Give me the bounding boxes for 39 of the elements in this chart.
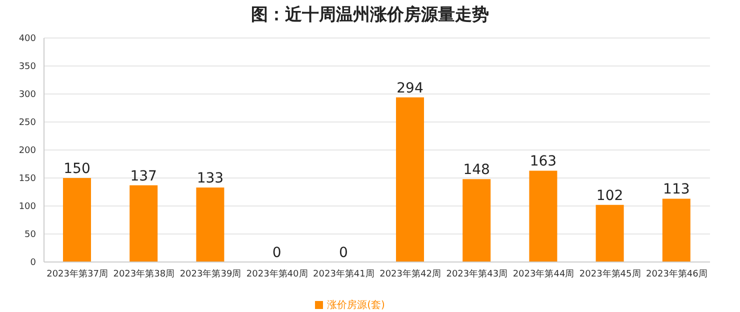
data-label: 0: [338, 245, 348, 261]
bar: [130, 185, 158, 262]
bar: [529, 170, 558, 262]
x-tick-label: 2023年第44周: [512, 268, 574, 280]
y-tick-label: 100: [18, 202, 36, 212]
data-label: 102: [596, 188, 624, 204]
bar: [396, 97, 424, 262]
bar: [662, 198, 690, 262]
y-tick-label: 50: [24, 230, 36, 240]
data-label: 137: [130, 168, 157, 184]
data-label: 148: [463, 162, 490, 178]
x-tick-label: 2023年第38周: [113, 268, 175, 280]
legend-label: 涨价房源(套): [327, 300, 385, 311]
bar: [462, 179, 491, 262]
x-tick-label: 2023年第39周: [180, 268, 242, 280]
x-tick-label: 2023年第41周: [313, 268, 374, 280]
bar: [196, 188, 224, 262]
x-tick-label: 2023年第37周: [46, 268, 108, 280]
x-tick-label: 2023年第45周: [579, 268, 641, 280]
bar: [63, 178, 91, 262]
y-tick-label: 0: [30, 258, 36, 268]
data-label: 294: [396, 80, 424, 96]
data-label: 0: [272, 245, 282, 261]
data-label: 163: [530, 154, 557, 170]
chart-title: 图：近十周温州涨价房源量走势: [250, 4, 490, 27]
x-tick-label: 2023年第42周: [380, 268, 441, 280]
y-tick-label: 250: [18, 118, 36, 128]
x-tick-label: 2023年第46周: [646, 268, 708, 280]
data-label: 113: [663, 182, 690, 198]
y-tick-label: 400: [18, 34, 36, 44]
x-tick-label: 2023年第40周: [246, 268, 308, 280]
y-tick-label: 300: [18, 90, 36, 100]
data-label: 150: [64, 161, 90, 177]
y-tick-label: 150: [18, 174, 36, 184]
y-tick-label: 200: [18, 146, 36, 156]
data-label: 133: [196, 170, 224, 187]
bar: [596, 204, 624, 262]
y-tick-label: 350: [18, 62, 36, 72]
x-tick-label: 2023年第43周: [446, 268, 508, 280]
